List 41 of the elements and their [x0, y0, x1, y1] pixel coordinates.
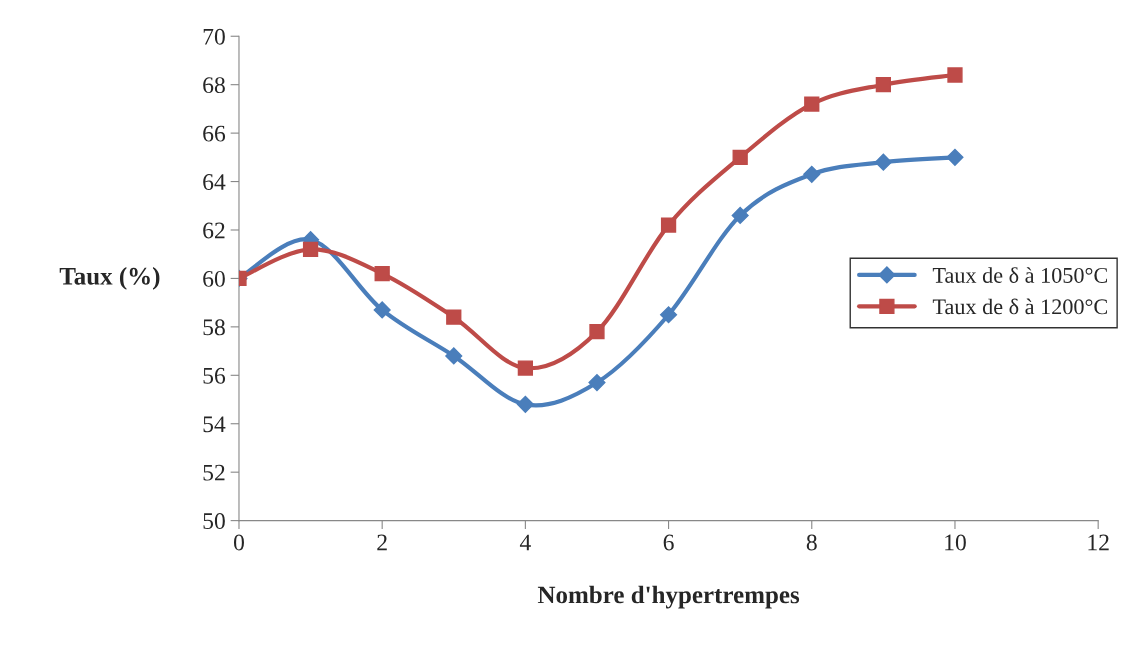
point: [445, 347, 463, 365]
legend-label: Taux de δ à 1200°C: [932, 298, 1108, 315]
point: [875, 77, 892, 93]
y-tick-label: 70: [203, 28, 225, 45]
point: [946, 148, 964, 166]
y-tick-label: 64: [203, 174, 226, 190]
point: [516, 395, 534, 413]
y-tick-label: 68: [203, 77, 225, 94]
point: [947, 67, 963, 83]
point: [373, 301, 391, 319]
y-axis-title: Taux (%): [59, 267, 160, 290]
y-tick-label: 60: [203, 270, 225, 287]
point: [874, 153, 892, 171]
y-tick-label: 54: [203, 416, 226, 433]
point: [660, 217, 677, 233]
x-tick-label: 8: [806, 534, 817, 551]
y-tick-label: 50: [203, 513, 225, 530]
point: [302, 241, 319, 258]
point: [589, 324, 605, 340]
y-tick-label: 66: [203, 125, 226, 142]
y-tick-label: 62: [203, 222, 225, 239]
y-tick-label: 56: [203, 367, 226, 384]
y-tick-label: 58: [203, 319, 225, 336]
point: [588, 374, 606, 392]
point: [804, 96, 820, 112]
point: [446, 309, 462, 325]
point: [660, 306, 678, 324]
point: [732, 149, 748, 165]
x-tick-label: 2: [377, 534, 387, 551]
x-tick-label: 4: [519, 534, 531, 551]
point: [517, 360, 534, 376]
x-tick-label: 12: [1088, 534, 1109, 551]
x-tick-label: 10: [945, 534, 966, 551]
legend-label: Taux de δ à 1050°C: [932, 267, 1108, 283]
x-tick-label: 6: [663, 534, 674, 551]
x-tick-label: 0: [233, 534, 244, 551]
x-axis-title: Nombre d'hypertrempes: [537, 585, 800, 609]
y-tick-label: 52: [203, 464, 225, 481]
point: [731, 206, 749, 225]
point: [374, 265, 390, 282]
point: [803, 165, 821, 183]
